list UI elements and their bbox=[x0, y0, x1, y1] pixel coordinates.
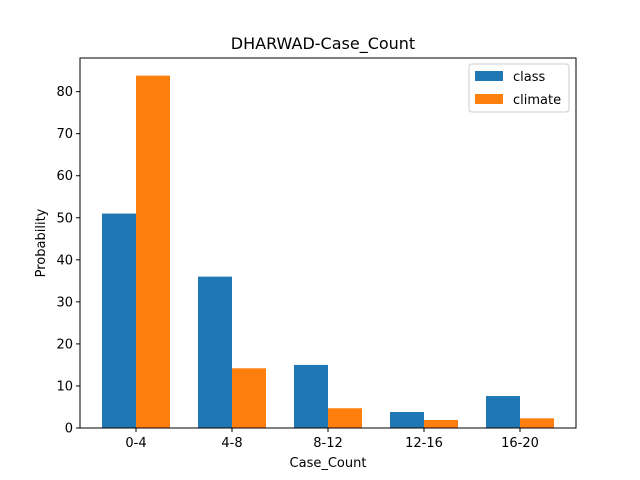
x-axis: 0-4 4-8 8-12 12-16 16-20 bbox=[125, 428, 539, 451]
y-tick-label: 70 bbox=[56, 127, 73, 142]
legend-swatch-class bbox=[475, 71, 503, 81]
y-tick-label: 20 bbox=[56, 337, 73, 352]
x-tick-label: 12-16 bbox=[405, 436, 443, 451]
bar-climate-12-16 bbox=[424, 420, 458, 428]
bar-class-16-20 bbox=[486, 396, 520, 428]
bar-class-12-16 bbox=[390, 412, 424, 428]
y-tick-label: 80 bbox=[56, 85, 73, 100]
y-tick-label: 50 bbox=[56, 211, 73, 226]
y-tick-label: 60 bbox=[56, 169, 73, 184]
bar-climate-16-20 bbox=[520, 418, 554, 428]
legend-label-class: class bbox=[513, 70, 545, 85]
legend: class climate bbox=[468, 63, 570, 113]
bar-climate-0-4 bbox=[136, 75, 170, 428]
x-axis-label: Case_Count bbox=[290, 456, 367, 471]
legend-label-climate: climate bbox=[513, 93, 561, 108]
y-axis: 0 10 20 30 40 50 60 70 80 bbox=[56, 85, 80, 437]
x-tick-label: 16-20 bbox=[501, 436, 539, 451]
y-tick-label: 30 bbox=[56, 295, 73, 310]
bar-class-4-8 bbox=[198, 276, 232, 428]
x-tick-label: 8-12 bbox=[313, 436, 343, 451]
x-tick-label: 0-4 bbox=[125, 436, 146, 451]
bar-class-0-4 bbox=[102, 213, 136, 428]
bar-climate-4-8 bbox=[232, 368, 266, 428]
y-tick-label: 40 bbox=[56, 253, 73, 268]
legend-swatch-climate bbox=[475, 94, 503, 104]
bar-climate-8-12 bbox=[328, 408, 362, 428]
y-tick-label: 10 bbox=[56, 379, 73, 394]
y-tick-label: 0 bbox=[65, 422, 73, 437]
bars-group bbox=[102, 75, 554, 428]
chart-title: DHARWAD-Case_Count bbox=[231, 34, 415, 54]
x-tick-label: 4-8 bbox=[221, 436, 242, 451]
bar-class-8-12 bbox=[294, 364, 328, 428]
y-axis-label: Probability bbox=[34, 208, 49, 277]
